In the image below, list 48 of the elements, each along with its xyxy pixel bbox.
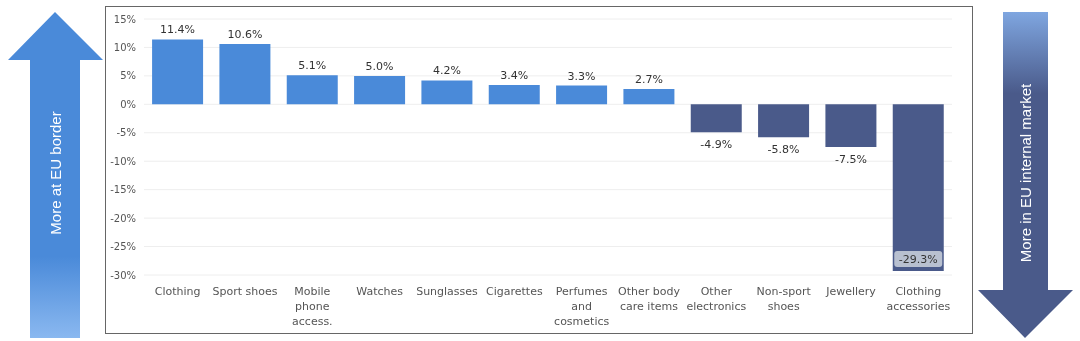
x-tick-label: Non-sport shoes [756, 285, 812, 313]
bar [286, 75, 338, 105]
y-tick-label: 0% [120, 98, 136, 110]
data-label: 2.7% [634, 72, 663, 86]
bar [825, 104, 877, 147]
y-tick-label: -25% [110, 241, 136, 253]
data-label: 5.1% [298, 59, 327, 73]
bar [556, 85, 608, 105]
bar [152, 39, 204, 105]
text: More in EU internal market [1016, 83, 1034, 263]
bar [421, 80, 473, 105]
x-tick-label: Clothing accessories [886, 285, 951, 313]
x-tick-label: Other body care items [618, 285, 681, 313]
bar [758, 104, 810, 138]
x-tick-label: Sunglasses [416, 285, 479, 298]
bar [690, 104, 742, 133]
data-label: -4.9% [700, 138, 733, 152]
x-tick-label: Watches [356, 285, 404, 298]
y-tick-label: 10% [113, 41, 136, 53]
data-label: 5.0% [365, 59, 394, 73]
data-label: 3.3% [567, 69, 596, 83]
data-label: -7.5% [834, 153, 867, 166]
y-tick-label: 15% [113, 13, 136, 25]
y-tick-label: -15% [110, 184, 136, 196]
x-tick-label: Jewellery [825, 285, 877, 298]
data-label: 3.4% [500, 68, 529, 82]
y-tick-label: -5% [116, 127, 136, 139]
data-label: 4.2% [432, 64, 461, 78]
x-tick-label: Clothing [154, 285, 201, 298]
x-tick-label: Mobile phone access. [292, 285, 333, 328]
x-tick-label: Sport shoes [212, 285, 278, 298]
y-tick-label: -10% [110, 155, 136, 167]
y-tick-label: -30% [110, 269, 136, 281]
x-tick-label: Other electronics [686, 285, 747, 313]
data-label: 10.6% [227, 28, 263, 42]
bar [354, 75, 406, 105]
bar [219, 44, 271, 105]
text: More at EU border [46, 111, 64, 235]
data-label: 11.4% [160, 23, 196, 37]
y-tick-label: 5% [120, 70, 136, 82]
bar [488, 84, 540, 105]
data-label: -29.3% [898, 253, 938, 267]
x-tick-label: Cigarettes [486, 285, 543, 298]
y-tick-label: -20% [110, 212, 136, 224]
x-tick-label: Perfumes and cosmetics [554, 285, 610, 328]
bar [892, 104, 944, 272]
data-label: -5.8% [767, 143, 800, 157]
bar [623, 88, 675, 105]
